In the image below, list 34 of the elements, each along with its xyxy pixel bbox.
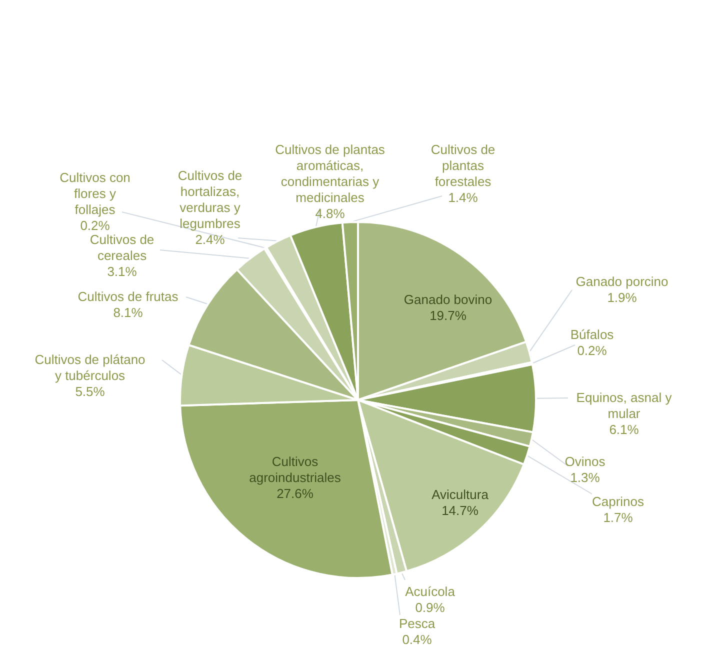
- slice-label: Ganado porcino: [576, 274, 668, 289]
- data-label: 1.4%: [448, 190, 478, 205]
- data-label: 0.2%: [577, 343, 608, 358]
- data-label: 14.7%: [442, 503, 479, 518]
- slice-label: Cultivos con flores y follajes: [60, 170, 130, 217]
- slice-label: Cultivos de hortalizas, verduras y legumbres: [178, 168, 242, 231]
- data-label: 19.7%: [430, 308, 467, 323]
- slice-label: Cultivos agroindustriales: [249, 454, 342, 485]
- data-label: 0.9%: [415, 600, 446, 615]
- data-label: 0.4%: [402, 632, 432, 647]
- slice-label: Ovinos: [564, 454, 606, 469]
- data-label: 8.1%: [113, 305, 144, 320]
- slice-label: Cultivos de plátano y tubérculos: [34, 352, 146, 383]
- data-label: 1.9%: [607, 290, 638, 305]
- slice-label: Acuícola: [405, 584, 456, 599]
- slice-label: Ganado bovino: [404, 292, 492, 307]
- data-label: 4.8%: [315, 206, 346, 221]
- slice-label: Cultivos de plantas aromáticas, condimentarias y medicinales: [275, 142, 386, 205]
- data-label: 0.2%: [80, 218, 110, 233]
- data-label: 2.4%: [195, 232, 226, 247]
- slice-label: Pesca: [398, 616, 436, 631]
- slice-label: Caprinos: [592, 494, 645, 509]
- slice-label: Cultivos de plantas forestales: [430, 142, 496, 189]
- slice-label: Cultivos de frutas: [78, 289, 179, 304]
- slice-label: Cultivos de cereales: [90, 232, 154, 263]
- data-label: 5.5%: [75, 384, 106, 399]
- data-label: 6.1%: [609, 422, 640, 437]
- data-label: 3.1%: [107, 264, 138, 279]
- data-label: 1.7%: [603, 510, 634, 525]
- slice-label: Equinos, asnal y mular: [576, 390, 672, 421]
- data-label: 1.3%: [570, 470, 600, 485]
- slice-label: Búfalos: [570, 327, 614, 342]
- slice-label: Avicultura: [432, 487, 490, 502]
- data-label: 27.6%: [276, 486, 314, 501]
